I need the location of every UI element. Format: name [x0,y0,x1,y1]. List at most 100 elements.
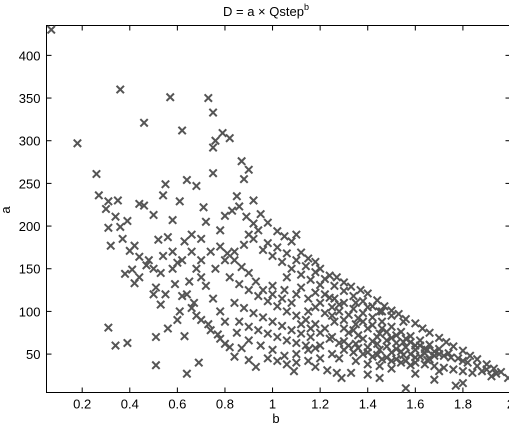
data-point [46,25,56,35]
data-point [161,179,170,189]
data-point [291,338,301,348]
data-point [249,308,258,318]
data-point [249,219,258,228]
data-point [253,225,263,235]
x-tick-label: 1.8 [454,397,472,412]
data-point [387,311,396,321]
data-point [272,226,282,236]
y-tick-label: 250 [19,176,41,191]
y-tick-label: 50 [26,347,40,362]
data-point [327,349,337,359]
data-point [244,268,254,278]
y-tick-label: 150 [19,262,41,277]
data-point [268,281,277,291]
data-point [458,356,468,366]
data-point [296,248,306,257]
data-point [199,202,208,212]
data-point [368,320,377,330]
data-point [153,235,163,245]
data-point [282,248,292,258]
data-point [375,373,385,383]
data-point [446,353,456,362]
data-point [458,378,468,388]
x-tick-label: 1.6 [406,397,424,412]
data-point [208,168,218,178]
data-point [296,283,306,292]
data-point [287,264,297,274]
data-point [322,365,332,375]
data-point [172,315,182,325]
data-point [372,332,382,342]
data-point [391,330,401,340]
data-point [282,272,292,282]
data-point [139,118,149,128]
plot-area [46,25,509,393]
data-point [339,324,349,333]
data-point [330,317,339,327]
data-point [334,353,344,363]
data-point [351,298,361,308]
data-point [175,196,185,206]
data-point [220,255,230,265]
data-point [234,317,244,327]
data-point [410,369,420,379]
data-point [337,373,346,383]
data-point [320,308,330,318]
data-point [175,307,185,316]
data-point [382,353,392,362]
data-point [489,364,499,374]
data-point [230,298,239,308]
data-point [320,274,330,284]
data-point [111,212,120,222]
data-point [268,289,277,299]
data-point [434,333,444,343]
data-point [189,298,199,308]
data-point [151,283,161,292]
data-point [410,358,420,368]
data-point [258,245,268,255]
data-point [263,238,273,248]
data-point [301,341,311,350]
data-point [280,231,289,241]
data-point [139,201,149,211]
data-point [353,343,363,353]
data-point [382,336,392,345]
data-point [363,347,373,357]
data-point [168,215,178,225]
data-point [401,383,411,393]
data-point [225,133,235,143]
data-point [344,310,354,320]
data-point [375,307,385,316]
data-point [429,351,439,361]
data-point [441,337,451,347]
data-point [503,373,509,383]
data-point [296,270,306,280]
data-point [251,277,261,286]
y-tick-label: 100 [19,304,41,319]
data-point [280,351,289,361]
data-point [232,191,242,201]
data-point [272,332,282,342]
data-point [177,126,187,135]
data-point [451,381,461,391]
x-tick-label: 1.4 [359,397,377,412]
data-point [172,258,182,268]
data-point [401,342,411,352]
data-point [303,345,313,355]
data-point [303,294,313,304]
data-point [230,352,239,362]
data-point [377,317,387,327]
data-point [92,169,101,179]
data-point [122,338,132,348]
data-point [282,359,292,369]
data-point [339,286,349,296]
data-point [458,366,468,376]
data-point [325,334,335,344]
data-point [394,309,404,319]
data-point [334,338,344,348]
data-point [113,196,123,205]
x-tick-label: 0.8 [216,397,234,412]
data-point [349,291,358,301]
data-point [256,209,266,219]
data-point [289,366,299,376]
